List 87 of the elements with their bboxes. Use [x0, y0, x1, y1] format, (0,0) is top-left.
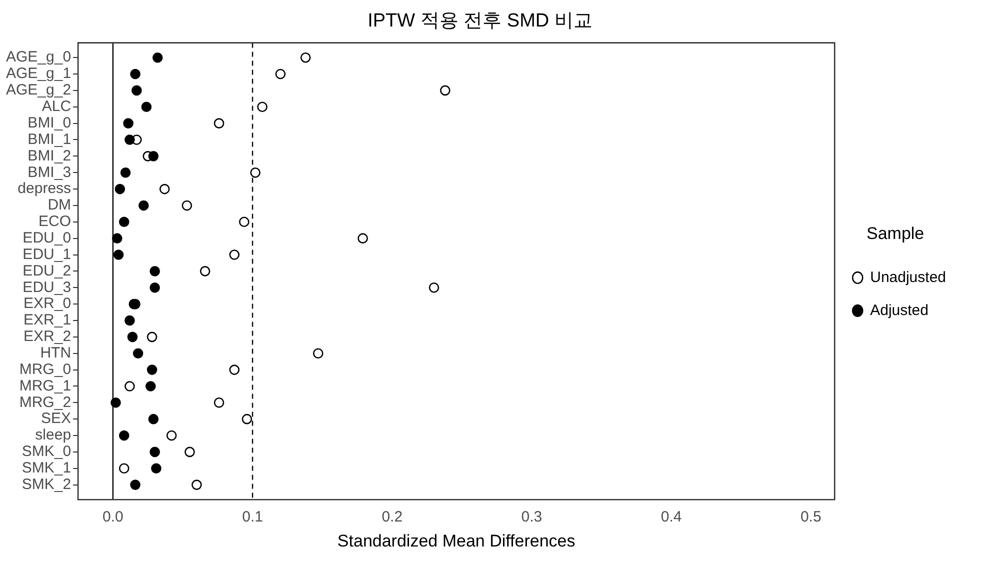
- y-tick-label: BMI_3: [28, 164, 72, 181]
- y-tick-label: EXR_0: [24, 295, 72, 312]
- point: [148, 414, 159, 424]
- point: [440, 85, 450, 96]
- point: [358, 233, 368, 244]
- point: [124, 381, 135, 392]
- point: [130, 480, 140, 490]
- point: [300, 52, 311, 63]
- y-tick-label: SMK_2: [22, 476, 72, 493]
- point: [166, 430, 177, 441]
- point: [150, 446, 160, 458]
- point: [138, 200, 149, 211]
- point: [229, 364, 240, 375]
- point: [120, 167, 131, 178]
- point: [124, 134, 135, 145]
- y-tick-label: MRG_1: [19, 377, 72, 394]
- y-tick-label: ALC: [42, 98, 72, 116]
- point: [150, 266, 160, 276]
- x-tick-label: 0.0: [102, 508, 124, 526]
- y-tick-label: HTN: [40, 344, 72, 362]
- point: [152, 52, 163, 63]
- point: [112, 233, 122, 244]
- point: [130, 68, 140, 80]
- x-tick-label: 0.1: [242, 508, 263, 526]
- point: [151, 463, 162, 474]
- y-tick-label: depress: [18, 180, 72, 198]
- point: [113, 250, 124, 260]
- y-tick-label: EDU_1: [22, 246, 72, 263]
- legend-title: Sample: [866, 224, 924, 243]
- x-tick-label: 0.3: [521, 508, 542, 526]
- point: [148, 151, 159, 162]
- point: [110, 398, 121, 408]
- point: [124, 315, 135, 326]
- point: [145, 381, 156, 392]
- y-tick-label: EDU_3: [22, 278, 72, 296]
- y-tick-label: AGE_g_2: [6, 82, 72, 99]
- point: [257, 102, 268, 112]
- point: [127, 332, 138, 342]
- point: [192, 480, 202, 490]
- y-tick-label: EDU_0: [22, 229, 72, 246]
- x-tick-label: 0.2: [382, 508, 403, 526]
- point: [428, 282, 440, 293]
- point: [242, 414, 252, 424]
- y-tick-label: sleep: [35, 426, 72, 444]
- point: [182, 200, 192, 211]
- y-tick-label: BMI_1: [28, 130, 72, 148]
- legend-label: Unadjusted: [870, 268, 946, 286]
- y-tick-label: MRG_0: [19, 360, 72, 378]
- point: [141, 102, 152, 112]
- x-tick-label: 0.5: [800, 508, 822, 526]
- x-axis-title: Standardized Mean Differences: [337, 531, 576, 550]
- point: [312, 348, 324, 359]
- y-tick-label: SMK_1: [22, 460, 72, 477]
- y-tick-label: BMI_2: [28, 147, 72, 164]
- y-tick-label: SMK_0: [22, 443, 72, 460]
- point: [146, 332, 158, 342]
- y-tick-label: DM: [48, 196, 72, 214]
- y-tick-label: SEX: [41, 410, 72, 428]
- point: [159, 184, 170, 194]
- point: [275, 68, 286, 80]
- point: [118, 430, 130, 441]
- legend-label: Adjusted: [870, 302, 928, 319]
- y-tick-label: AGE_g_0: [6, 48, 72, 66]
- point: [214, 118, 224, 128]
- y-tick-label: EXR_2: [24, 328, 72, 346]
- point: [132, 85, 142, 96]
- chart-title: IPTW 적용 전후 SMD 비교: [368, 10, 592, 32]
- point: [214, 398, 224, 408]
- point: [146, 364, 158, 375]
- point: [150, 282, 160, 293]
- point: [200, 266, 210, 276]
- point: [239, 216, 250, 228]
- point: [123, 118, 134, 128]
- x-tick-label: 0.4: [660, 508, 682, 526]
- y-tick-label: EDU_2: [22, 262, 72, 280]
- y-tick-label: BMI_0: [28, 114, 72, 132]
- y-tick-label: MRG_2: [19, 394, 72, 411]
- point: [229, 250, 240, 260]
- point: [114, 184, 126, 194]
- y-tick-label: ECO: [38, 213, 72, 230]
- y-tick-label: AGE_g_1: [6, 65, 72, 82]
- y-tick-label: EXR_1: [24, 312, 72, 329]
- point: [118, 463, 130, 474]
- point: [118, 216, 130, 228]
- point: [184, 446, 195, 458]
- point: [250, 167, 260, 178]
- point: [132, 348, 144, 359]
